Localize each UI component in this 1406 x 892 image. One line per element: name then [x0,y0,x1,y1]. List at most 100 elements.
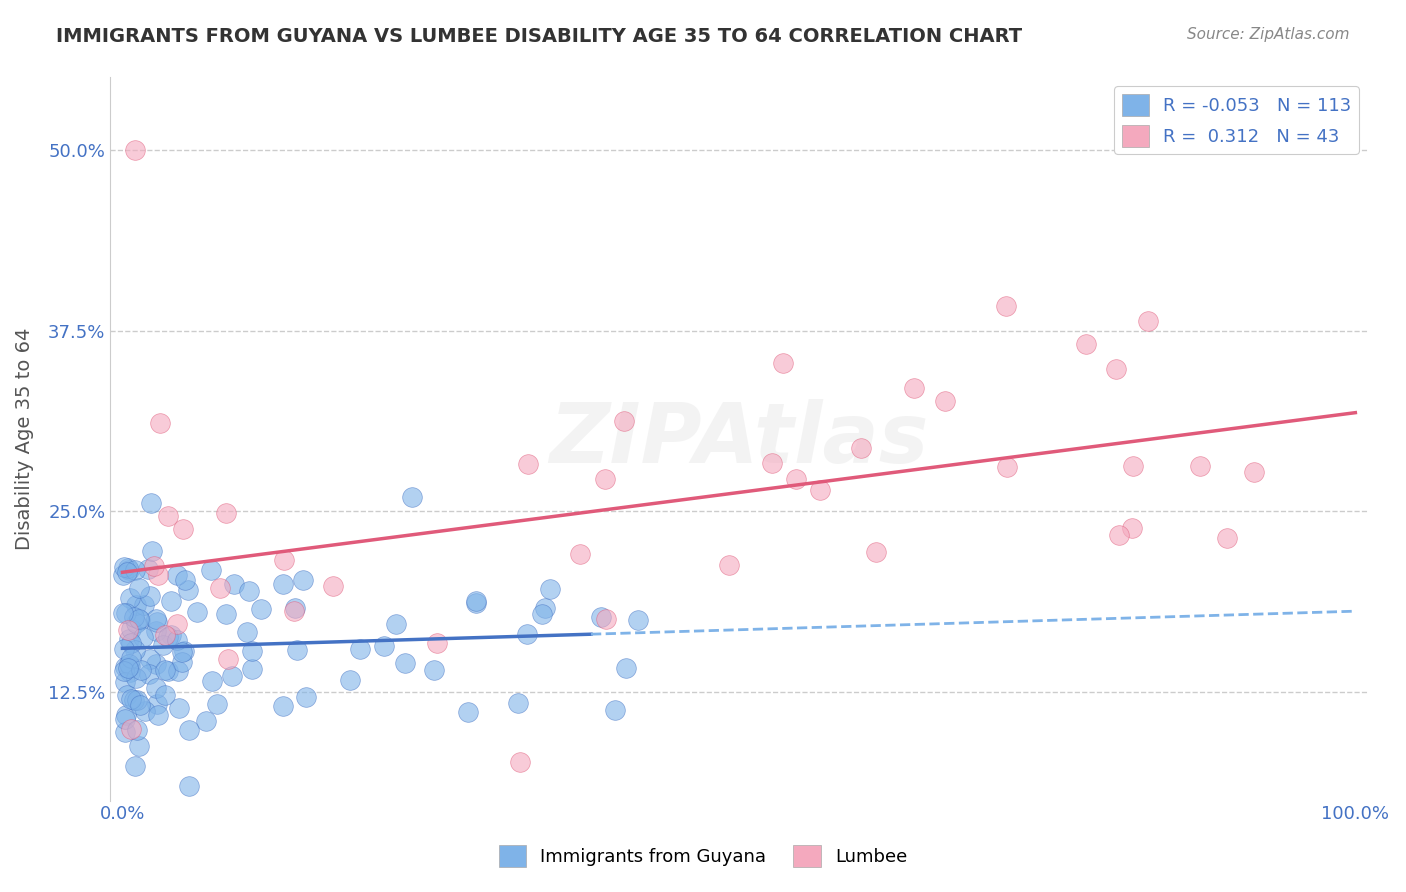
Point [134,704,156,718]
Point [166,567,188,582]
Point [115,565,138,579]
Point [1074,336,1097,351]
Point [159,594,181,608]
Point [128,698,150,712]
Point [166,632,188,647]
Y-axis label: Disability Age 35 to 64: Disability Age 35 to 64 [15,328,34,550]
Point [120,722,142,736]
Point [1121,521,1143,535]
Point [426,636,449,650]
Point [284,601,307,615]
Point [112,568,135,582]
Point [394,657,416,671]
Point [124,759,146,773]
Point [118,657,141,671]
Point [118,562,141,576]
Point [201,673,224,688]
Point [627,613,650,627]
Point [236,625,259,640]
Point [132,598,155,612]
Point [457,705,479,719]
Point [112,560,135,574]
Point [138,667,160,681]
Point [995,460,1018,475]
Point [177,723,200,737]
Point [145,657,167,672]
Point [117,688,139,702]
Point [124,563,146,577]
Point [934,394,956,409]
Point [1243,465,1265,479]
Point [614,661,637,675]
Point [157,508,180,523]
Point [593,472,616,486]
Point [138,589,160,603]
Point [595,612,617,626]
Point [114,659,136,673]
Point [118,658,141,673]
Point [122,693,145,707]
Point [508,696,530,710]
Point [117,623,139,637]
Point [115,606,138,620]
Point [128,612,150,626]
Point [339,673,361,688]
Point [156,630,179,644]
Point [114,725,136,739]
Point [125,598,148,612]
Point [156,664,179,678]
Point [111,606,134,620]
Point [115,708,138,723]
Point [169,700,191,714]
Point [139,652,162,666]
Point [146,708,169,723]
Point [772,356,794,370]
Point [285,643,308,657]
Point [464,593,486,607]
Point [761,456,783,470]
Point [401,491,423,505]
Point [373,640,395,654]
Point [240,644,263,658]
Point [569,547,592,561]
Point [141,543,163,558]
Point [146,697,169,711]
Point [125,671,148,685]
Point [152,638,174,652]
Point [155,628,177,642]
Point [120,622,142,636]
Point [125,615,148,630]
Point [271,699,294,714]
Point [851,441,873,455]
Point [117,560,139,574]
Point [153,663,176,677]
Point [141,495,163,509]
Point [516,626,538,640]
Point [509,755,531,769]
Point [112,665,135,679]
Point [136,562,159,576]
Legend: Immigrants from Guyana, Lumbee: Immigrants from Guyana, Lumbee [492,838,914,874]
Point [1136,314,1159,328]
Point [349,641,371,656]
Point [124,143,146,157]
Point [591,610,613,624]
Point [194,714,217,729]
Point [114,675,136,690]
Point [273,553,295,567]
Point [205,697,228,711]
Point [808,483,831,497]
Point [423,663,446,677]
Point [291,573,314,587]
Point [208,581,231,595]
Point [215,506,238,520]
Point [132,630,155,644]
Point [153,688,176,702]
Point [173,522,195,536]
Point [1108,527,1130,541]
Point [1122,458,1144,473]
Point [222,577,245,591]
Point [1188,459,1211,474]
Point [903,381,925,395]
Point [174,573,197,587]
